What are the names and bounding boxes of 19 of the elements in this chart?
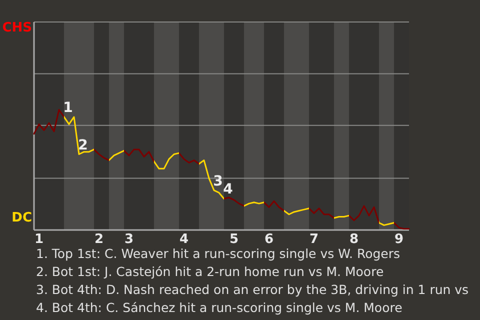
text: 1. Top 1st: C. Weaver hit a run-scoring single vs W. Rogers [36, 246, 400, 261]
x-tick-label: 8 [349, 232, 359, 247]
annotation: 4 [223, 182, 234, 198]
x-tick-label: 7 [309, 232, 319, 247]
text: CHS [2, 20, 32, 36]
x-tick-label: 2 [94, 232, 104, 247]
annotation: 2 [78, 137, 88, 154]
text: DC [12, 210, 32, 226]
x-tick-label: 3 [124, 232, 134, 247]
x-tick-label: 4 [179, 232, 189, 247]
text: 4. Bot 4th: C. Sánchez hit a run-scoring single vs M. Moore [36, 300, 403, 315]
x-tick-label: 1 [34, 232, 44, 247]
x-tick-label: 9 [394, 232, 404, 247]
text: 2. Bot 1st: J. Castejón hit a 2-run home run vs M. Moore [36, 264, 384, 279]
x-tick-label: 6 [264, 232, 274, 247]
annotation: 3 [213, 173, 223, 190]
text: 3. Bot 4th: D. Nash reached on an error by the 3B, driving in 1 run vs [36, 282, 469, 297]
annotation: 1 [63, 100, 73, 116]
x-tick-label: 5 [229, 232, 239, 247]
